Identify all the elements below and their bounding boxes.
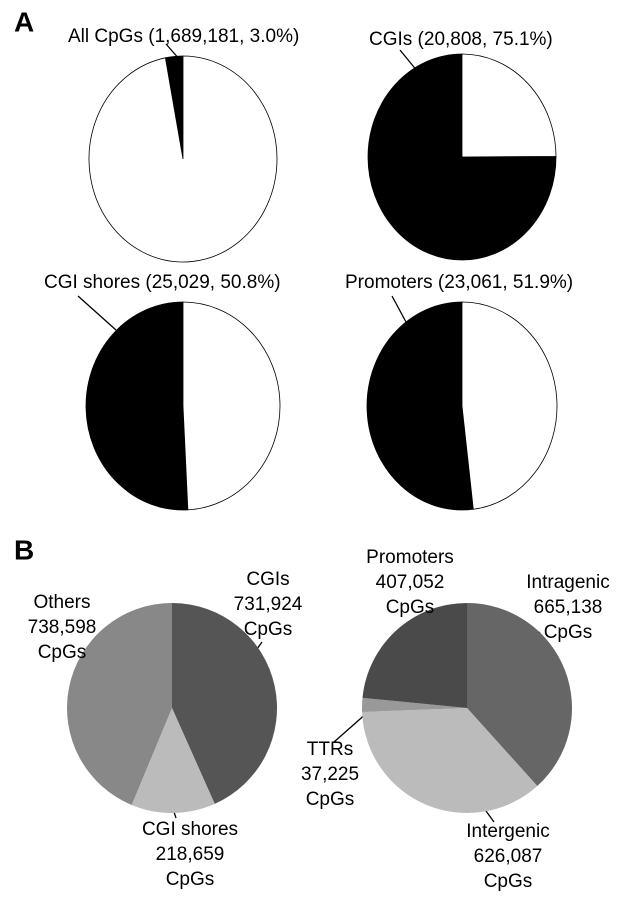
pie-slice [85,301,189,511]
panel-label: A [14,6,34,37]
pie-slice [131,708,215,813]
pie-slice [467,603,572,786]
slice-unit: CpGs [166,869,215,890]
pie-title: CGIs (20,808, 75.1%) [369,29,553,50]
slice-label: TTRs [307,739,353,760]
pie-title: All CpGs (1,689,181, 3.0%) [68,26,299,47]
pie-slice [366,301,474,511]
slice-value-label: 37,225 [301,764,359,785]
pie-slice [367,53,557,261]
pie-slice [362,603,467,708]
slice-value-label: 626,087 [474,846,543,867]
pie-title: CGI shores (25,029, 50.8%) [44,272,281,293]
pie-slice [172,603,278,804]
slice-label: Promoters [366,547,454,568]
slice-unit: CpGs [386,597,435,618]
pie-slice [461,53,557,158]
pie-title: Promoters (23,061, 51.9%) [345,272,573,293]
pie-slice [182,301,281,511]
leader-line [333,711,369,743]
slice-label: CGI shores [142,819,238,840]
pie-slice [361,697,467,712]
slice-value-label: 407,052 [376,572,445,593]
slice-value-label: 665,138 [534,597,603,618]
pie-slice [67,603,172,805]
slice-value-label: 738,598 [28,617,97,638]
slice-label: Intragenic [526,572,609,593]
pie-slice [362,708,538,813]
leader-line [391,295,407,323]
slice-value-label: 731,924 [234,594,303,615]
slice-label: Intergenic [466,821,549,842]
slice-unit: CpGs [484,871,533,892]
pie-slice [88,55,278,263]
slice-label: Others [33,592,90,613]
slice-label: CGIs [246,569,289,590]
slice-unit: CpGs [38,642,87,663]
slice-unit: CpGs [306,789,355,810]
slice-unit: CpGs [544,622,593,643]
pie-slice [461,301,558,510]
panel-label: B [14,534,34,565]
leader-line [77,295,117,331]
slice-unit: CpGs [244,619,293,640]
slice-value-label: 218,659 [156,844,225,865]
